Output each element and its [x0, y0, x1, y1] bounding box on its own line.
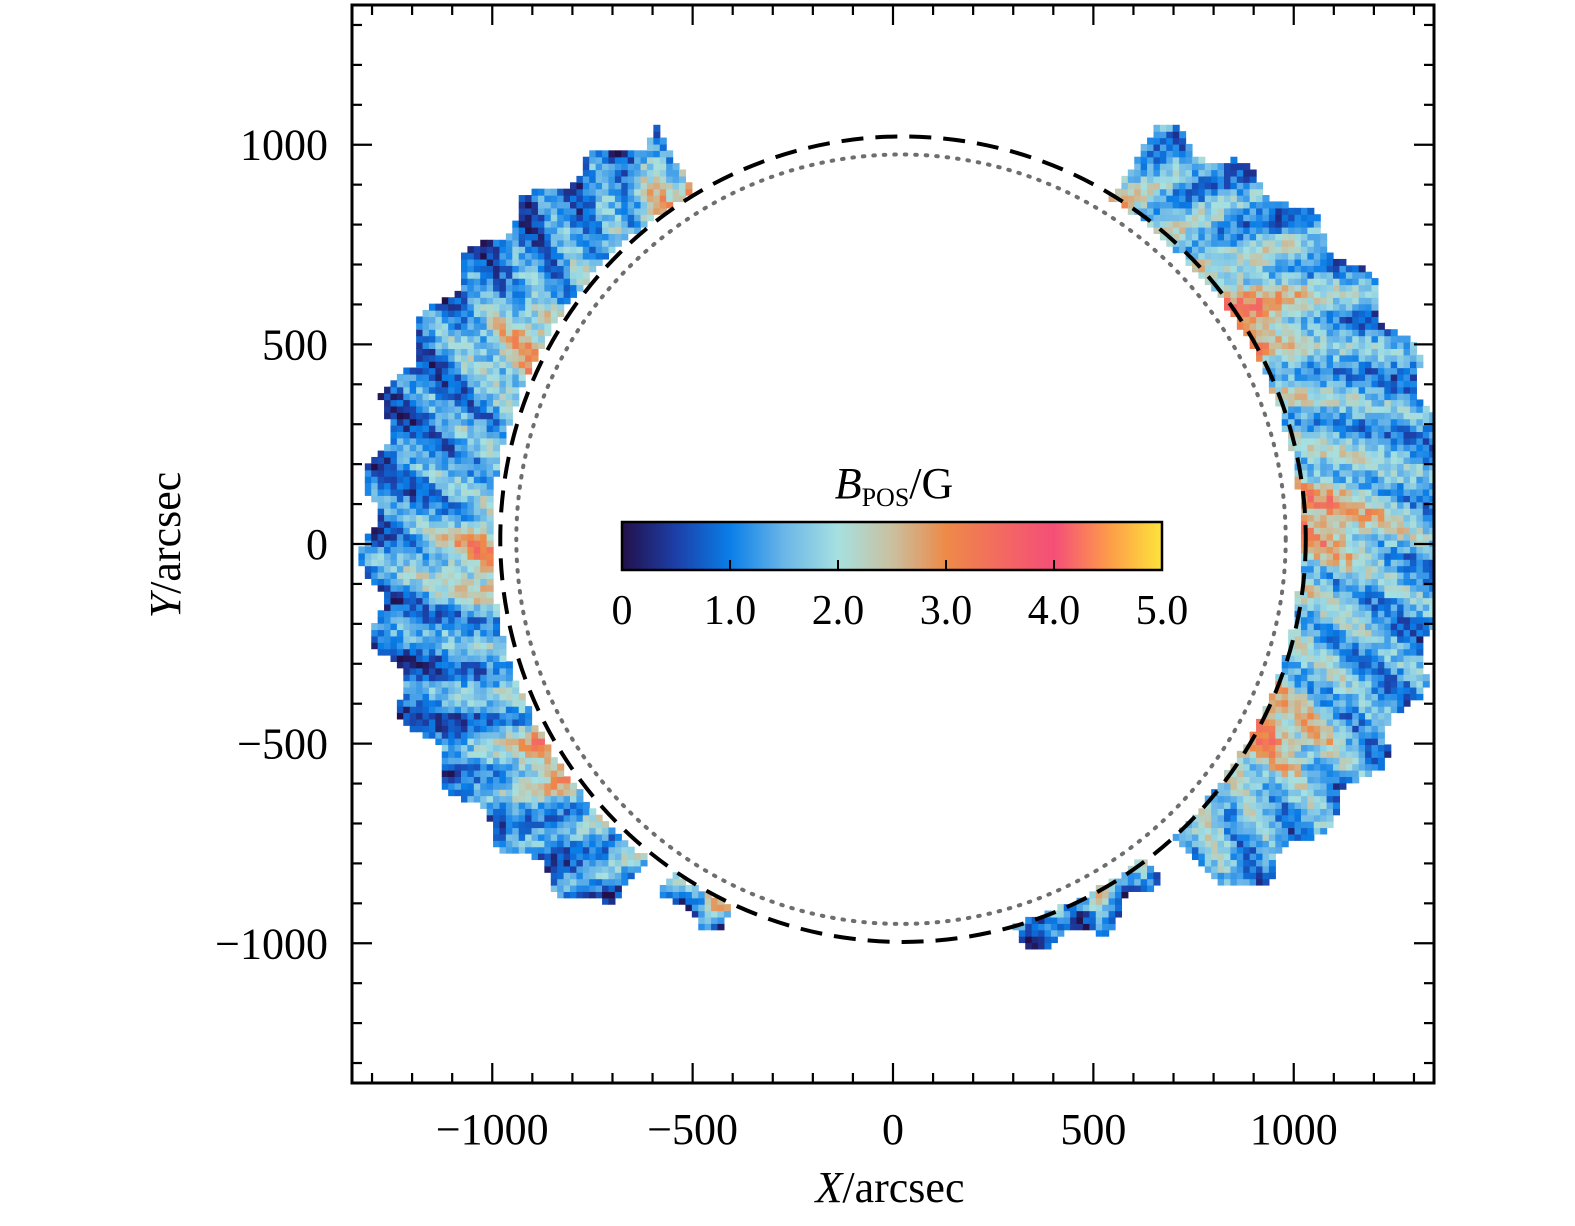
y-tick-label: −500 [237, 720, 328, 769]
y-tick-label: 0 [306, 520, 328, 569]
colorbar-ticks: 0 1.0 2.0 3.0 4.0 5.0 [612, 560, 1189, 634]
colorbar: BPOS/G 0 1.0 2.0 3.0 4.0 5.0 [612, 459, 1189, 634]
x-tick-label: 0 [882, 1105, 904, 1154]
east-limb-region [358, 124, 693, 905]
colorbar-title: BPOS/G [835, 459, 954, 512]
colorbar-tick-label: 3.0 [920, 588, 973, 634]
west-limb-region [1108, 124, 1434, 886]
x-tick-label: −500 [647, 1105, 738, 1154]
southwest-fragment [1012, 859, 1161, 950]
y-tick-label: 500 [262, 320, 328, 369]
limb-dotted-circle [514, 152, 1288, 926]
axis-tick-labels: −1000 −500 0 500 1000 1000 500 0 −500 −1000 [215, 121, 1338, 1154]
axis-ticks [352, 5, 1434, 1083]
colorbar-tick-label: 2.0 [812, 588, 865, 634]
x-tick-label: −1000 [436, 1105, 549, 1154]
x-axis-label: X/arcsec [813, 1163, 964, 1212]
colorbar-tick-label: 1.0 [704, 588, 757, 634]
x-tick-label: 500 [1060, 1105, 1126, 1154]
y-tick-label: 1000 [240, 121, 328, 170]
colorbar-bar [620, 520, 1164, 572]
x-tick-label: 1000 [1250, 1105, 1338, 1154]
colorbar-tick-label: 4.0 [1028, 588, 1081, 634]
limb-dashed-circle [498, 134, 1308, 944]
y-axis-label: Y/arcsec [141, 472, 190, 619]
colorbar-tick-label: 0 [612, 588, 633, 634]
y-tick-label: −1000 [215, 919, 328, 968]
heatmap-data-layer [358, 124, 1434, 950]
southeast-fragment [659, 872, 731, 931]
colorbar-tick-label: 5.0 [1136, 588, 1189, 634]
